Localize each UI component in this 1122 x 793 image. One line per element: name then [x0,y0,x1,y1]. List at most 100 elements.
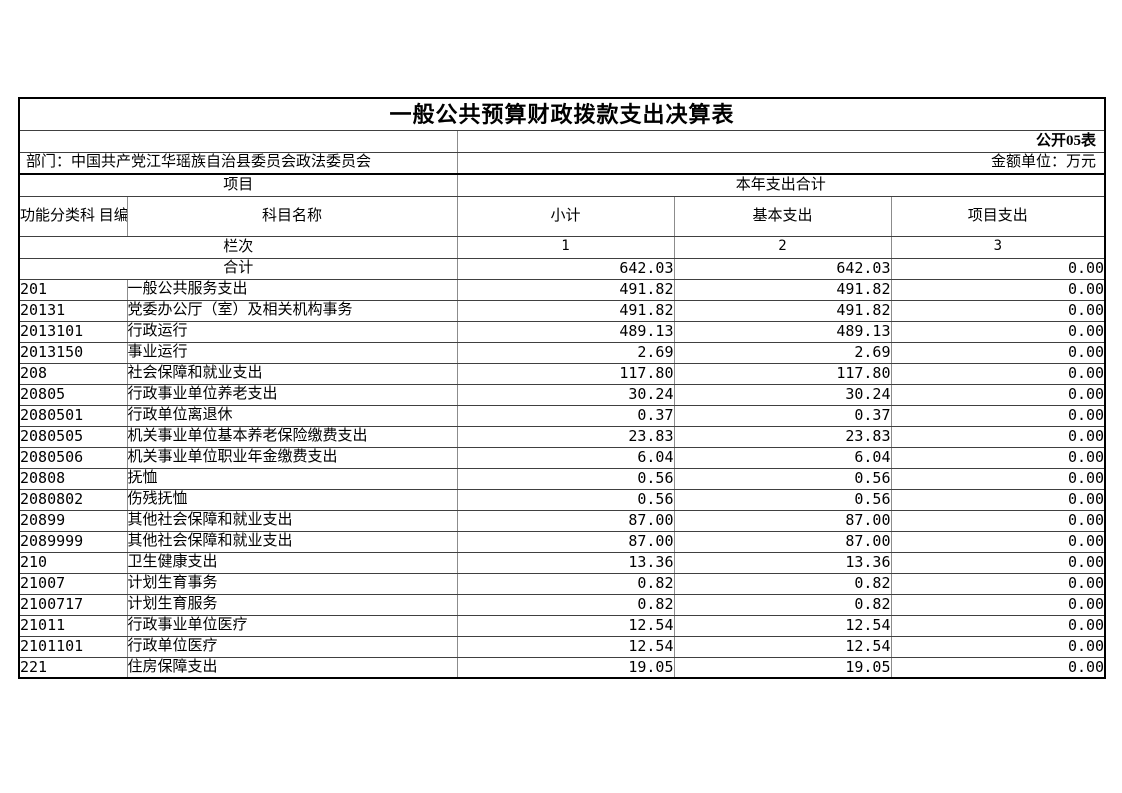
table-row: 2080802 伤残抚恤 0.56 0.56 0.00 [18,488,1106,511]
row-basic: 12.54 [673,614,892,637]
total-label: 合计 [18,257,458,280]
row-code: 2080501 [18,404,128,427]
column-index-row: 栏次 1 2 3 [18,235,1106,259]
column-index-label: 栏次 [18,235,458,259]
row-name: 伤残抚恤 [126,488,458,511]
row-subtotal: 13.36 [456,551,675,574]
total-subtotal: 642.03 [456,257,675,280]
row-subtotal: 87.00 [456,530,675,553]
row-code: 20805 [18,383,128,406]
row-name: 行政事业单位医疗 [126,614,458,637]
row-name: 党委办公厅（室）及相关机构事务 [126,299,458,322]
table-row: 2080506 机关事业单位职业年金缴费支出 6.04 6.04 0.00 [18,446,1106,469]
row-code: 21007 [18,572,128,595]
row-basic: 23.83 [673,425,892,448]
row-code: 2080505 [18,425,128,448]
row-name: 计划生育服务 [126,593,458,616]
page-title: 一般公共预算财政拨款支出决算表 [18,97,1106,131]
row-code: 2101101 [18,635,128,658]
row-project: 0.00 [890,341,1106,364]
row-name: 机关事业单位职业年金缴费支出 [126,446,458,469]
row-project: 0.00 [890,551,1106,574]
row-project: 0.00 [890,299,1106,322]
total-basic: 642.03 [673,257,892,280]
row-subtotal: 0.37 [456,404,675,427]
row-name: 行政事业单位养老支出 [126,383,458,406]
header-subtotal: 小计 [456,195,675,237]
row-subtotal: 0.82 [456,593,675,616]
column-index-1: 1 [456,235,675,259]
table-row: 20131 党委办公厅（室）及相关机构事务 491.82 491.82 0.00 [18,299,1106,322]
header-subject-name: 科目名称 [126,195,458,237]
row-name: 其他社会保障和就业支出 [126,530,458,553]
row-basic: 30.24 [673,383,892,406]
row-project: 0.00 [890,446,1106,469]
table-label-row: 公开05表 [18,129,1106,153]
row-basic: 13.36 [673,551,892,574]
table-row: 20899 其他社会保障和就业支出 87.00 87.00 0.00 [18,509,1106,532]
row-subtotal: 0.56 [456,488,675,511]
table-row: 201 一般公共服务支出 491.82 491.82 0.00 [18,278,1106,301]
row-basic: 2.69 [673,341,892,364]
row-project: 0.00 [890,509,1106,532]
row-project: 0.00 [890,383,1106,406]
row-name: 其他社会保障和就业支出 [126,509,458,532]
row-project: 0.00 [890,278,1106,301]
row-basic: 0.82 [673,593,892,616]
row-subtotal: 491.82 [456,278,675,301]
header-project-expenditure: 项目支出 [890,195,1106,237]
row-basic: 0.56 [673,467,892,490]
row-project: 0.00 [890,656,1106,679]
row-basic: 19.05 [673,656,892,679]
row-subtotal: 6.04 [456,446,675,469]
row-subtotal: 30.24 [456,383,675,406]
row-subtotal: 117.80 [456,362,675,385]
row-name: 社会保障和就业支出 [126,362,458,385]
table-row: 2100717 计划生育服务 0.82 0.82 0.00 [18,593,1106,616]
row-subtotal: 12.54 [456,635,675,658]
row-project: 0.00 [890,425,1106,448]
department-label: 部门：中国共产党江华瑶族自治县委员会政法委员会 [18,151,458,175]
row-name: 卫生健康支出 [126,551,458,574]
table-row: 2013101 行政运行 489.13 489.13 0.00 [18,320,1106,343]
row-code: 20899 [18,509,128,532]
row-project: 0.00 [890,467,1106,490]
row-code: 20131 [18,299,128,322]
row-name: 计划生育事务 [126,572,458,595]
row-name: 抚恤 [126,467,458,490]
table-row: 2080505 机关事业单位基本养老保险缴费支出 23.83 23.83 0.00 [18,425,1106,448]
row-code: 21011 [18,614,128,637]
row-project: 0.00 [890,530,1106,553]
row-basic: 12.54 [673,635,892,658]
table-row: 2080501 行政单位离退休 0.37 0.37 0.00 [18,404,1106,427]
row-code: 2080506 [18,446,128,469]
row-project: 0.00 [890,635,1106,658]
row-name: 机关事业单位基本养老保险缴费支出 [126,425,458,448]
table-row: 221 住房保障支出 19.05 19.05 0.00 [18,656,1106,679]
row-project: 0.00 [890,572,1106,595]
header-year-total-group: 本年支出合计 [456,173,1106,197]
row-code: 2080802 [18,488,128,511]
table-row: 20805 行政事业单位养老支出 30.24 30.24 0.00 [18,383,1106,406]
row-basic: 489.13 [673,320,892,343]
row-subtotal: 0.56 [456,467,675,490]
table-row: 208 社会保障和就业支出 117.80 117.80 0.00 [18,362,1106,385]
row-name: 事业运行 [126,341,458,364]
row-project: 0.00 [890,362,1106,385]
title-row: 一般公共预算财政拨款支出决算表 [18,97,1106,131]
row-basic: 491.82 [673,299,892,322]
row-subtotal: 19.05 [456,656,675,679]
row-code: 2013150 [18,341,128,364]
header-project-group: 项目 [18,173,458,197]
header-basic-expenditure: 基本支出 [673,195,892,237]
row-basic: 6.04 [673,446,892,469]
row-subtotal: 23.83 [456,425,675,448]
header-code: 功能分类科 目编码 [18,195,128,237]
table-row: 20808 抚恤 0.56 0.56 0.00 [18,467,1106,490]
row-code: 20808 [18,467,128,490]
header-group-row: 项目 本年支出合计 [18,173,1106,197]
row-project: 0.00 [890,488,1106,511]
unit-label: 金额单位：万元 [456,151,1106,175]
row-basic: 0.82 [673,572,892,595]
table-row: 21007 计划生育事务 0.82 0.82 0.00 [18,572,1106,595]
